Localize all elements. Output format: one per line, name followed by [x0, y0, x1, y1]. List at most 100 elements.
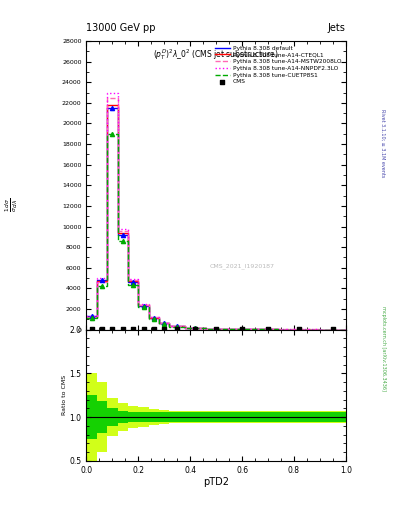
Pythia 8.308 default [224, 326, 229, 332]
Legend: Pythia 8.308 default, Pythia 8.308 tune-A14-CTEQL1, Pythia 8.308 tune-A14-MSTW20: Pythia 8.308 default, Pythia 8.308 tune-… [213, 44, 343, 86]
Pythia 8.308 tune-A14-NNPDF2.3LO [115, 225, 120, 231]
Bar [278, 411, 320, 423]
Pythia 8.308 default [167, 320, 172, 326]
Pythia 8.308 tune-CUETP8S1 [255, 326, 260, 332]
Pythia 8.308 tune-CUETP8S1 [224, 326, 229, 332]
Pythia 8.308 default [126, 279, 130, 285]
Pythia 8.308 tune-A14-NNPDF2.3LO [94, 275, 99, 281]
Pythia 8.308 tune-A14-MSTW2008LO [255, 326, 260, 332]
Bar [138, 408, 149, 426]
Pythia 8.308 default [146, 303, 151, 309]
Y-axis label: Ratio to CMS: Ratio to CMS [62, 375, 67, 415]
CMS [88, 326, 95, 334]
Pythia 8.308 tune-A14-MSTW2008LO [204, 325, 208, 331]
Pythia 8.308 default [136, 303, 141, 309]
Pythia 8.308 default [343, 327, 348, 333]
Bar [278, 412, 320, 422]
Pythia 8.308 tune-A14-NNPDF2.3LO [204, 325, 208, 331]
Pythia 8.308 tune-A14-NNPDF2.3LO [136, 276, 141, 282]
CMS [265, 326, 271, 334]
Pythia 8.308 default [136, 279, 141, 285]
Pythia 8.308 tune-A14-CTEQL1 [183, 323, 187, 329]
Pythia 8.308 tune-CUETP8S1 [167, 321, 172, 327]
Pythia 8.308 tune-A14-MSTW2008LO [115, 95, 120, 101]
Pythia 8.308 tune-A14-MSTW2008LO [224, 326, 229, 332]
Text: mcplots.cern.ch [arXiv:1306.3436]: mcplots.cern.ch [arXiv:1306.3436] [381, 306, 386, 391]
Pythia 8.308 tune-A14-CTEQL1 [167, 320, 172, 326]
CMS [213, 326, 219, 334]
Pythia 8.308 tune-A14-NNPDF2.3LO [146, 301, 151, 307]
Pythia 8.308 tune-A14-MSTW2008LO [204, 326, 208, 332]
Pythia 8.308 tune-CUETP8S1 [204, 325, 208, 331]
Pythia 8.308 default [224, 326, 229, 332]
CMS [130, 326, 136, 334]
Pythia 8.308 tune-A14-CTEQL1 [115, 102, 120, 108]
CMS [151, 326, 157, 334]
Line: Pythia 8.308 tune-A14-NNPDF2.3LO: Pythia 8.308 tune-A14-NNPDF2.3LO [86, 93, 346, 330]
Pythia 8.308 tune-A14-NNPDF2.3LO [255, 326, 260, 332]
Pythia 8.308 tune-A14-NNPDF2.3LO [183, 323, 187, 329]
Pythia 8.308 default [276, 326, 281, 332]
Pythia 8.308 default [115, 105, 120, 111]
Pythia 8.308 tune-CUETP8S1 [126, 238, 130, 244]
Pythia 8.308 tune-A14-CTEQL1 [136, 302, 141, 308]
Pythia 8.308 tune-A14-NNPDF2.3LO [255, 326, 260, 332]
Pythia 8.308 tune-A14-NNPDF2.3LO [136, 301, 141, 307]
Pythia 8.308 default [94, 277, 99, 283]
Pythia 8.308 tune-CUETP8S1 [126, 282, 130, 288]
Text: Rivet 3.1.10; ≥ 3.1M events: Rivet 3.1.10; ≥ 3.1M events [381, 109, 386, 178]
Pythia 8.308 tune-A14-CTEQL1 [318, 327, 322, 333]
Pythia 8.308 tune-A14-NNPDF2.3LO [157, 319, 162, 326]
Bar [86, 395, 97, 439]
Pythia 8.308 default [94, 313, 99, 319]
Bar [128, 412, 138, 422]
Bar [159, 412, 169, 422]
Pythia 8.308 default [183, 324, 187, 330]
Pythia 8.308 tune-CUETP8S1 [115, 238, 120, 244]
Pythia 8.308 tune-A14-MSTW2008LO [157, 314, 162, 321]
Pythia 8.308 tune-A14-MSTW2008LO [94, 279, 99, 285]
Pythia 8.308 default [105, 105, 110, 111]
Line: Pythia 8.308 default: Pythia 8.308 default [86, 108, 346, 330]
Pythia 8.308 tune-A14-CTEQL1 [276, 326, 281, 332]
CMS [239, 326, 245, 334]
Line: Pythia 8.308 tune-A14-MSTW2008LO: Pythia 8.308 tune-A14-MSTW2008LO [86, 98, 346, 330]
Line: Pythia 8.308 tune-CUETP8S1: Pythia 8.308 tune-CUETP8S1 [86, 134, 346, 330]
Pythia 8.308 tune-A14-CTEQL1 [255, 326, 260, 332]
Pythia 8.308 tune-CUETP8S1 [157, 321, 162, 327]
Pythia 8.308 tune-A14-MSTW2008LO [136, 277, 141, 283]
Pythia 8.308 tune-A14-CTEQL1 [94, 278, 99, 284]
Pythia 8.308 tune-A14-CTEQL1 [157, 314, 162, 321]
Bar [107, 398, 118, 436]
Bar [320, 411, 346, 423]
Pythia 8.308 tune-CUETP8S1 [276, 327, 281, 333]
Pythia 8.308 default [157, 315, 162, 321]
Pythia 8.308 tune-A14-CTEQL1 [126, 278, 130, 284]
Pythia 8.308 tune-A14-MSTW2008LO [276, 326, 281, 332]
Pythia 8.308 tune-A14-CTEQL1 [183, 325, 187, 331]
Pythia 8.308 tune-A14-MSTW2008LO [146, 302, 151, 308]
Pythia 8.308 default [204, 325, 208, 331]
Pythia 8.308 tune-A14-NNPDF2.3LO [276, 327, 281, 333]
CMS [119, 326, 126, 334]
Pythia 8.308 tune-A14-MSTW2008LO [126, 227, 130, 233]
Pythia 8.308 default [115, 232, 120, 238]
Pythia 8.308 tune-A14-MSTW2008LO [343, 327, 348, 333]
Pythia 8.308 default [255, 326, 260, 332]
Pythia 8.308 default [105, 277, 110, 283]
Pythia 8.308 tune-CUETP8S1 [105, 283, 110, 289]
Pythia 8.308 tune-A14-NNPDF2.3LO [318, 327, 322, 333]
Pythia 8.308 tune-A14-NNPDF2.3LO [146, 314, 151, 320]
CMS [161, 326, 167, 334]
Pythia 8.308 default [157, 320, 162, 326]
Pythia 8.308 tune-A14-CTEQL1 [94, 314, 99, 320]
Pythia 8.308 tune-A14-MSTW2008LO [115, 227, 120, 233]
Bar [226, 411, 258, 423]
Bar [86, 373, 97, 461]
Pythia 8.308 tune-A14-MSTW2008LO [105, 95, 110, 101]
Pythia 8.308 tune-A14-MSTW2008LO [183, 323, 187, 329]
Pythia 8.308 tune-A14-CTEQL1 [224, 326, 229, 332]
Pythia 8.308 tune-A14-CTEQL1 [84, 314, 89, 320]
Pythia 8.308 tune-A14-MSTW2008LO [318, 327, 322, 333]
Pythia 8.308 tune-A14-MSTW2008LO [105, 279, 110, 285]
